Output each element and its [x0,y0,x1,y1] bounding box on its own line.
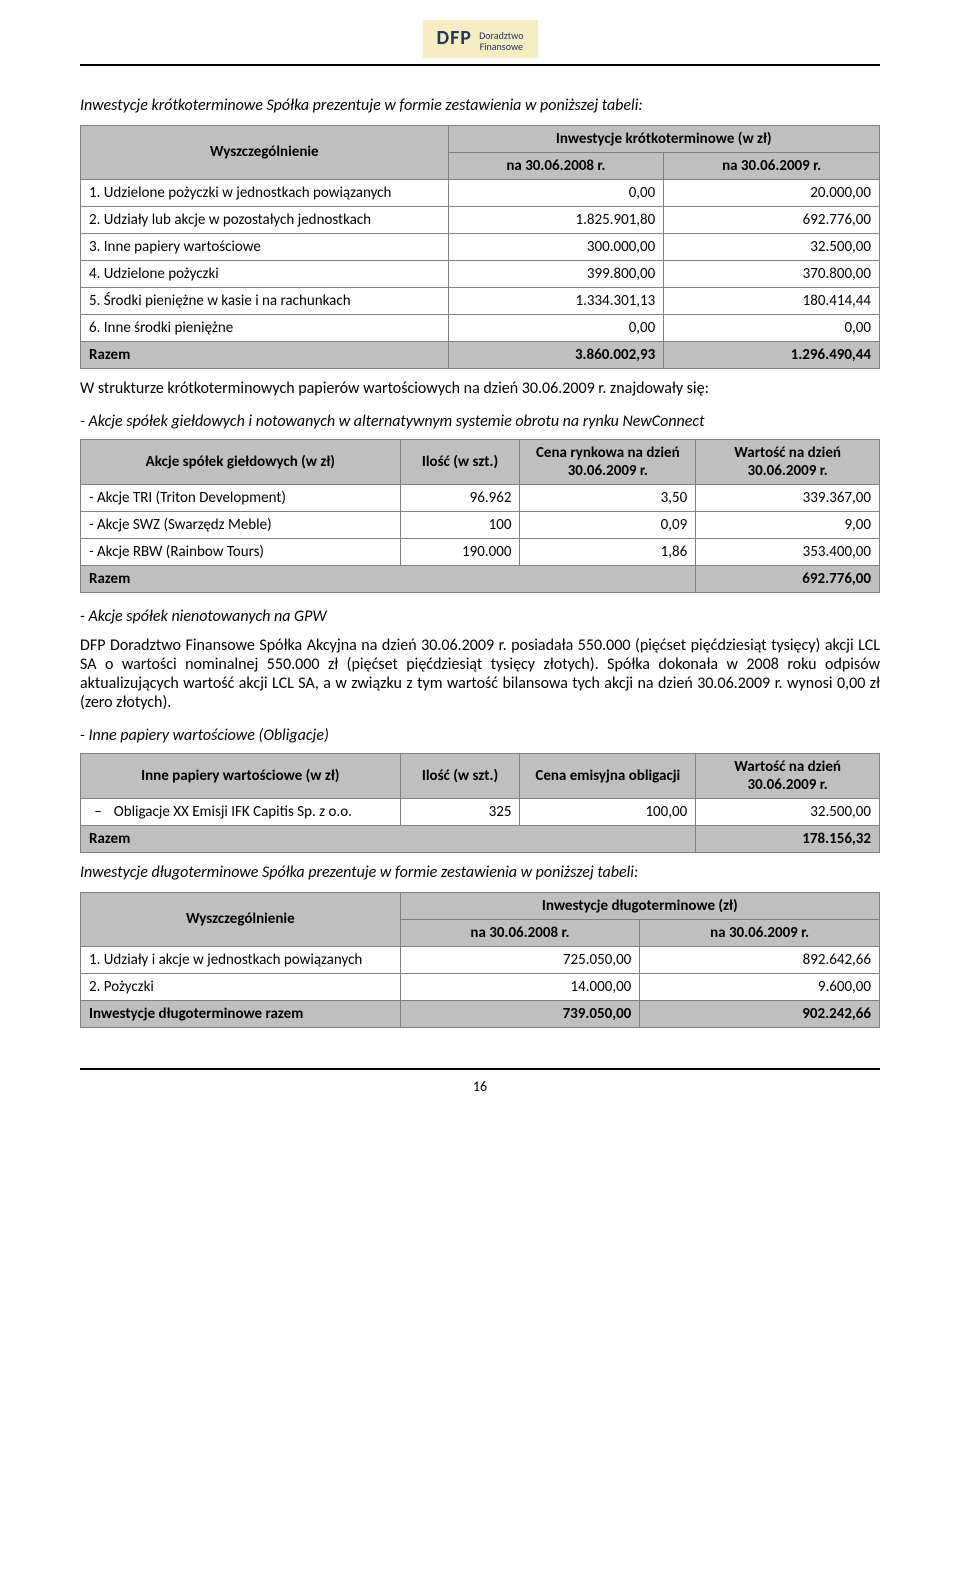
bullet-unlisted-shares: - Akcje spółek nienotowanych na GPW [80,607,880,626]
table-row: - Akcje TRI (Triton Development)96.9623,… [81,484,880,511]
table-row: - Akcje SWZ (Swarzędz Meble)1000,099,00 [81,511,880,538]
table-total-row: Razem178.156,32 [81,825,880,852]
intro-text-2: Inwestycje długoterminowe Spółka prezent… [80,863,880,882]
intro-text-1: Inwestycje krótkoterminowe Spółka prezen… [80,96,880,115]
table-row: 2. Pożyczki14.000,009.600,00 [81,973,880,1000]
table-row: – Obligacje XX Emisji IFK Capitis Sp. z … [81,798,880,825]
table-row: 1. Udziały i akcje w jednostkach powiąza… [81,946,880,973]
t4-h1: Wyszczególnienie [81,892,401,946]
t1-h3: na 30.06.2009 r. [664,152,880,179]
table-total-row: Razem3.860.002,931.296.490,44 [81,341,880,368]
logo-sub2: Finansowe [480,40,523,53]
table-row: 4. Udzielone pożyczki399.800,00370.800,0… [81,260,880,287]
t2-h3: Cena rynkowa na dzień 30.06.2009 r. [520,439,696,484]
t4-hgroup: Inwestycje długoterminowe (zł) [400,892,879,919]
t2-h4: Wartość na dzień 30.06.2009 r. [696,439,880,484]
t3-h1: Inne papiery wartościowe (w zł) [81,753,401,798]
t3-h3: Cena emisyjna obligacji [520,753,696,798]
bullet-bonds: - Inne papiery wartościowe (Obligacje) [80,726,880,745]
logo-main: DFP [437,26,472,50]
table-long-term-investments: Wyszczególnienie Inwestycje długotermino… [80,892,880,1028]
table-listed-shares: Akcje spółek giełdowych (w zł) Ilość (w … [80,439,880,593]
t1-hgroup: Inwestycje krótkoterminowe (w zł) [448,125,879,152]
t1-h1: Wyszczególnienie [81,125,449,179]
bullet-listed-shares: - Akcje spółek giełdowych i notowanych w… [80,412,880,431]
table-row: 5. Środki pieniężne w kasie i na rachunk… [81,287,880,314]
t2-h2: Ilość (w szt.) [400,439,520,484]
footer-rule [80,1068,880,1070]
t3-h4: Wartość na dzień 30.06.2009 r. [696,753,880,798]
table-total-row: Inwestycje długoterminowe razem739.050,0… [81,1000,880,1027]
table-row: 3. Inne papiery wartościowe300.000,0032.… [81,233,880,260]
table-total-row: Razem692.776,00 [81,565,880,592]
table-row: - Akcje RBW (Rainbow Tours)190.0001,8635… [81,538,880,565]
table-row: 2. Udziały lub akcje w pozostałych jedno… [81,206,880,233]
t1-h2: na 30.06.2008 r. [448,152,664,179]
t4-h3: na 30.06.2009 r. [640,919,880,946]
paragraph-dfp: DFP Doradztwo Finansowe Spółka Akcyjna n… [80,636,880,712]
header-rule [80,64,880,66]
table-short-term-investments: Wyszczególnienie Inwestycje krótkotermin… [80,125,880,369]
t4-h2: na 30.06.2008 r. [400,919,640,946]
paragraph-structure: W strukturze krótkoterminowych papierów … [80,379,880,398]
page-number: 16 [80,1078,880,1095]
table-row: 6. Inne środki pieniężne0,000,00 [81,314,880,341]
t3-h2: Ilość (w szt.) [400,753,520,798]
table-bonds: Inne papiery wartościowe (w zł) Ilość (w… [80,753,880,853]
t2-h1: Akcje spółek giełdowych (w zł) [81,439,401,484]
header-logo: DFP Doradztwo Finansowe [80,20,880,58]
table-row: 1. Udzielone pożyczki w jednostkach powi… [81,179,880,206]
